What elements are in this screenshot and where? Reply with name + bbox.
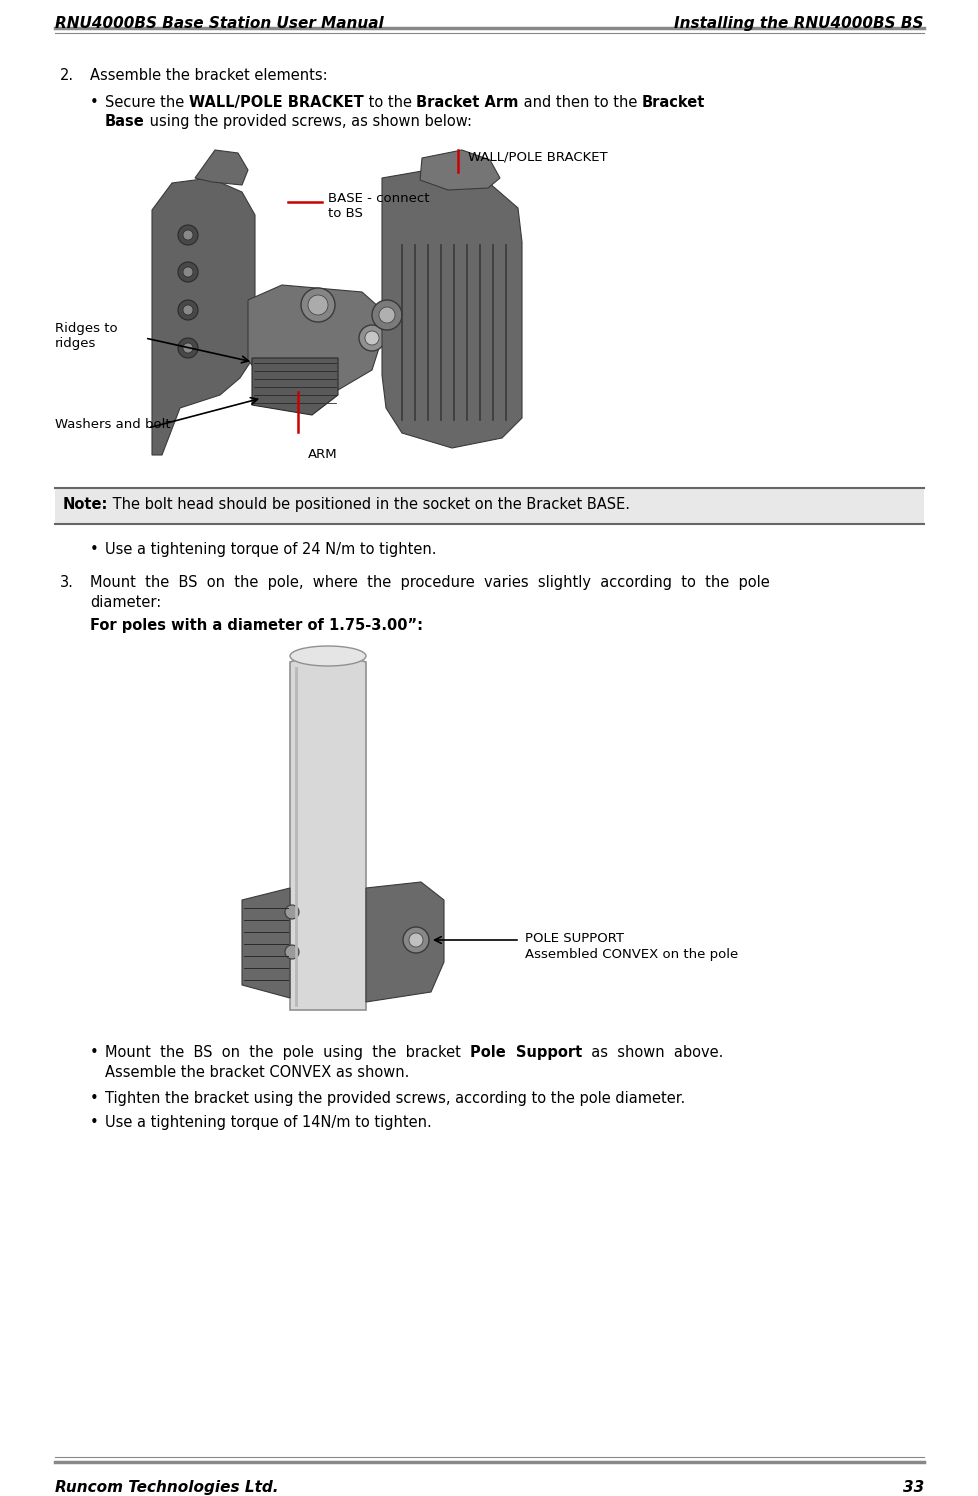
Text: WALL/POLE BRACKET: WALL/POLE BRACKET bbox=[467, 150, 607, 163]
Circle shape bbox=[178, 338, 198, 358]
Text: Assemble the bracket elements:: Assemble the bracket elements: bbox=[90, 67, 328, 82]
Polygon shape bbox=[152, 178, 254, 455]
Text: and then to the: and then to the bbox=[518, 96, 641, 111]
Text: Bracket: Bracket bbox=[641, 96, 704, 111]
Circle shape bbox=[308, 295, 328, 316]
Text: For poles with a diameter of 1.75-3.00”:: For poles with a diameter of 1.75-3.00”: bbox=[90, 618, 422, 633]
Text: Washers and bolt: Washers and bolt bbox=[55, 417, 170, 431]
Circle shape bbox=[178, 224, 198, 245]
Text: Note:: Note: bbox=[63, 497, 109, 512]
Text: Tighten the bracket using the provided screws, according to the pole diameter.: Tighten the bracket using the provided s… bbox=[105, 1091, 685, 1106]
Text: Mount  the  BS  on  the  pole  using  the  bracket: Mount the BS on the pole using the brack… bbox=[105, 1046, 469, 1061]
Text: Bracket Arm: Bracket Arm bbox=[416, 96, 518, 111]
Circle shape bbox=[183, 230, 193, 239]
Polygon shape bbox=[251, 358, 337, 414]
Text: Runcom Technologies Ltd.: Runcom Technologies Ltd. bbox=[55, 1480, 278, 1495]
Circle shape bbox=[285, 945, 298, 959]
Text: Pole  Support: Pole Support bbox=[469, 1046, 582, 1061]
Text: POLE SUPPORT: POLE SUPPORT bbox=[524, 932, 623, 945]
Text: Mount  the  BS  on  the  pole,  where  the  procedure  varies  slightly  accordi: Mount the BS on the pole, where the proc… bbox=[90, 574, 769, 589]
Text: 2.: 2. bbox=[60, 67, 74, 82]
Polygon shape bbox=[381, 171, 521, 447]
Text: Installing the RNU4000BS BS: Installing the RNU4000BS BS bbox=[674, 16, 923, 31]
Circle shape bbox=[300, 289, 334, 322]
Circle shape bbox=[378, 307, 394, 323]
Polygon shape bbox=[366, 883, 444, 1002]
Text: The bolt head should be positioned in the socket on the Bracket BASE.: The bolt head should be positioned in th… bbox=[109, 497, 630, 512]
Circle shape bbox=[409, 934, 422, 947]
Circle shape bbox=[285, 905, 298, 919]
Text: •: • bbox=[90, 1046, 99, 1061]
Polygon shape bbox=[195, 150, 247, 186]
Text: using the provided screws, as shown below:: using the provided screws, as shown belo… bbox=[145, 114, 471, 129]
Polygon shape bbox=[242, 889, 289, 998]
Circle shape bbox=[183, 343, 193, 353]
Text: 3.: 3. bbox=[60, 574, 73, 589]
Circle shape bbox=[372, 301, 402, 331]
Text: Assemble the bracket CONVEX as shown.: Assemble the bracket CONVEX as shown. bbox=[105, 1065, 409, 1080]
Circle shape bbox=[359, 325, 384, 352]
Text: Base: Base bbox=[105, 114, 145, 129]
Circle shape bbox=[365, 331, 378, 346]
Bar bbox=[55, 488, 923, 524]
Circle shape bbox=[178, 262, 198, 283]
Polygon shape bbox=[247, 286, 379, 390]
Text: diameter:: diameter: bbox=[90, 595, 161, 610]
Text: RNU4000BS Base Station User Manual: RNU4000BS Base Station User Manual bbox=[55, 16, 383, 31]
Text: •: • bbox=[90, 1091, 99, 1106]
Circle shape bbox=[183, 305, 193, 316]
Text: to the: to the bbox=[363, 96, 416, 111]
Text: •: • bbox=[90, 96, 99, 111]
Ellipse shape bbox=[289, 646, 366, 666]
Polygon shape bbox=[420, 150, 500, 190]
Text: as  shown  above.: as shown above. bbox=[582, 1046, 723, 1061]
Circle shape bbox=[403, 928, 428, 953]
Text: ARM: ARM bbox=[308, 447, 337, 461]
Text: 33: 33 bbox=[902, 1480, 923, 1495]
Text: Use a tightening torque of 14N/m to tighten.: Use a tightening torque of 14N/m to tigh… bbox=[105, 1115, 431, 1129]
Circle shape bbox=[178, 301, 198, 320]
Text: BASE - connect
to BS: BASE - connect to BS bbox=[328, 191, 429, 220]
Text: •: • bbox=[90, 1115, 99, 1129]
Text: Secure the: Secure the bbox=[105, 96, 189, 111]
Text: WALL/POLE BRACKET: WALL/POLE BRACKET bbox=[189, 96, 363, 111]
Polygon shape bbox=[289, 649, 366, 1010]
Text: •: • bbox=[90, 542, 99, 557]
Text: Ridges to
ridges: Ridges to ridges bbox=[55, 322, 117, 350]
Text: Use a tightening torque of 24 N/m to tighten.: Use a tightening torque of 24 N/m to tig… bbox=[105, 542, 436, 557]
Text: Assembled CONVEX on the pole: Assembled CONVEX on the pole bbox=[524, 948, 737, 960]
Circle shape bbox=[183, 266, 193, 277]
